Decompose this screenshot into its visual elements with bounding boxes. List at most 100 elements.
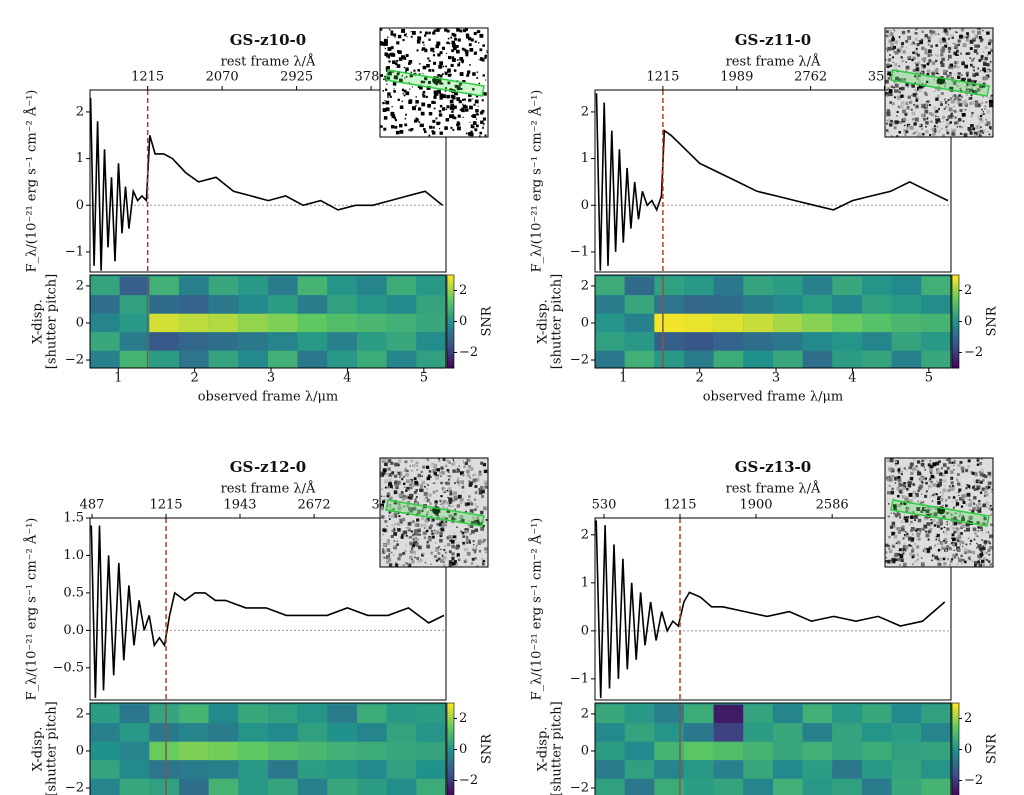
heatmap-frame — [594, 274, 952, 369]
inset-speck — [917, 53, 920, 57]
inset-speck — [928, 546, 932, 550]
inset-speck — [943, 99, 946, 102]
inset-speck — [467, 498, 470, 502]
inset-speck — [939, 101, 943, 104]
inset-speck — [390, 480, 393, 483]
inset-speck — [956, 31, 958, 33]
colorbar-step — [952, 779, 959, 783]
heatmap-cell — [238, 704, 269, 724]
inset-speck — [958, 103, 963, 107]
colorbar-step — [952, 789, 959, 792]
inset-speck — [450, 539, 455, 544]
inset-speck — [394, 523, 397, 526]
inset-speck — [450, 104, 455, 108]
inset-speck — [483, 469, 488, 474]
inset-speck — [955, 478, 959, 481]
inset-speck — [953, 461, 956, 464]
inset-speck — [897, 530, 901, 534]
inset-speck — [436, 490, 438, 492]
inset-speck — [885, 560, 888, 563]
inset-speck — [972, 486, 975, 489]
inset-speck — [899, 481, 901, 484]
inset-speck — [380, 505, 384, 509]
inset-speck — [468, 459, 471, 462]
inset-speck — [465, 510, 467, 513]
colorbar-step — [447, 351, 454, 355]
inset-speck — [973, 49, 978, 53]
inset-speck — [459, 501, 463, 505]
colorbar-step — [952, 728, 959, 732]
heatmap-cell — [773, 276, 803, 296]
inset-speck — [947, 46, 952, 51]
inset-speck — [901, 490, 904, 493]
heatmap-cell — [268, 741, 298, 761]
x2-axis-label: rest frame λ/Å — [221, 54, 316, 70]
inset-speck — [412, 463, 416, 468]
inset-speck — [464, 28, 468, 32]
inset-speck — [477, 541, 481, 545]
inset-speck — [441, 46, 445, 50]
inset-speck — [887, 498, 889, 501]
inset-speck — [438, 65, 442, 69]
inset-speck — [935, 118, 937, 120]
inset-speck — [979, 126, 982, 129]
inset-speck — [924, 459, 926, 461]
inset-speck — [425, 465, 430, 469]
y-tick-label: 2 — [581, 278, 589, 293]
inset-speck — [976, 47, 979, 50]
inset-speck — [448, 536, 453, 541]
inset-speck — [904, 485, 906, 488]
inset-speck — [384, 551, 386, 554]
inset-speck — [953, 110, 955, 112]
inset-speck — [413, 552, 416, 555]
inset-speck — [452, 505, 454, 507]
heatmap-cell — [208, 760, 239, 779]
inset-speck — [424, 31, 428, 35]
inset-speck — [900, 44, 904, 48]
inset-speck — [987, 42, 991, 46]
inset-speck — [444, 481, 448, 485]
inset-speck — [463, 462, 465, 464]
colorbar-step — [952, 763, 959, 767]
inset-speck — [885, 122, 889, 125]
inset-speck — [394, 462, 398, 467]
colorbar-step — [952, 772, 959, 776]
inset-speck — [909, 462, 914, 467]
inset-speck — [962, 60, 964, 63]
colorbar-step — [952, 742, 959, 746]
inset-speck — [387, 66, 390, 69]
inset-speck — [931, 559, 933, 562]
inset-speck — [456, 97, 461, 101]
inset-speck — [432, 468, 437, 473]
inset-speck — [960, 505, 964, 508]
inset-speck — [934, 69, 939, 73]
colorbar-step — [447, 302, 454, 306]
inset-speck — [439, 104, 443, 108]
inset-speck — [956, 563, 959, 566]
inset-speck — [940, 48, 945, 53]
inset-speck — [435, 117, 438, 120]
inset-speck — [913, 104, 916, 108]
inset-speck — [910, 94, 913, 97]
colorbar-step — [952, 723, 959, 727]
inset-speck — [423, 128, 426, 131]
inset-speck — [911, 549, 915, 553]
inset-speck — [413, 532, 417, 536]
inset-speck — [904, 497, 908, 502]
inset-speck — [978, 500, 981, 503]
inset-speck — [456, 477, 459, 480]
inset-speck — [960, 532, 963, 535]
inset-speck — [886, 129, 889, 132]
colorbar-step — [447, 786, 454, 790]
inset-speck — [386, 541, 391, 545]
inset-speck — [897, 78, 902, 82]
inset-speck — [441, 555, 444, 558]
inset-speck — [931, 71, 936, 76]
inset-speck — [409, 542, 413, 546]
inset-speck — [928, 484, 932, 488]
inset-speck — [427, 459, 429, 461]
colorbar-step — [447, 321, 454, 325]
inset-speck — [413, 550, 416, 554]
inset-speck — [385, 70, 388, 72]
inset-speck — [949, 470, 954, 474]
